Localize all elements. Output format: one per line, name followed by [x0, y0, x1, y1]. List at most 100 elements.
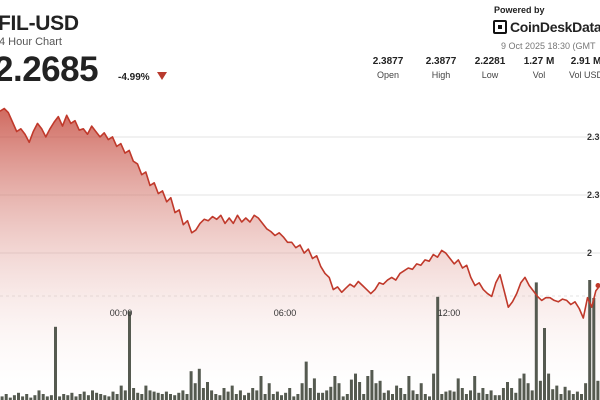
volume-bar: [189, 371, 193, 400]
powered-by-label: Powered by: [494, 5, 545, 15]
volume-bar: [407, 376, 411, 400]
volume-bar: [238, 390, 242, 400]
volume-bar: [423, 394, 427, 400]
stats-row: 2.3877 Open 2.3877 High 2.2281 Low 1.27 …: [0, 56, 600, 86]
volume-bar: [329, 386, 333, 400]
volume-bar: [452, 391, 456, 400]
current-price: 2.2685: [0, 50, 99, 89]
volume-bar: [448, 390, 452, 400]
volume-bar: [378, 380, 382, 400]
volume-bar: [296, 394, 300, 400]
volume-bar: [473, 376, 477, 400]
volume-bar: [395, 385, 399, 400]
volume-bar: [255, 390, 259, 400]
volume-bar: [169, 394, 172, 400]
volume-bar: [21, 396, 25, 400]
volume-bar: [62, 394, 66, 400]
coindesk-logo[interactable]: CoinDeskData: [493, 19, 600, 35]
volume-bar: [226, 391, 230, 400]
volume-bar: [128, 311, 131, 400]
volume-bar: [288, 388, 292, 400]
volume-bar: [358, 382, 362, 400]
volume-bar: [386, 390, 390, 400]
stat-open: 2.3877 Open: [363, 56, 413, 80]
volume-bar: [567, 390, 571, 400]
volume-bar: [263, 394, 267, 400]
volume-bar: [4, 394, 8, 400]
volume-bar: [543, 328, 546, 400]
volume-bar: [362, 394, 366, 400]
stat-high-label: High: [431, 70, 451, 80]
stat-vol-usd-label: Vol USD: [568, 70, 600, 80]
volume-bar: [571, 394, 575, 400]
volume-bar: [86, 395, 90, 400]
volume-bar: [489, 390, 493, 400]
volume-bar: [33, 395, 37, 400]
volume-bar: [148, 390, 152, 400]
stat-high-value: 2.3877: [425, 56, 457, 67]
volume-bar: [321, 392, 325, 400]
x-tick-label: 06:00: [274, 308, 297, 318]
volume-bar: [160, 394, 164, 400]
volume-bar: [74, 396, 78, 400]
volume-bar: [177, 392, 181, 400]
volume-bar: [66, 395, 70, 400]
volume-bar: [41, 394, 45, 400]
volume-bar: [45, 396, 49, 400]
volume-bar: [95, 392, 99, 400]
volume-bar: [123, 390, 127, 400]
volume-bar: [300, 383, 304, 400]
volume-bar: [25, 394, 29, 400]
volume-bar: [349, 379, 353, 400]
volume-bar: [185, 394, 189, 400]
volume-bar: [506, 382, 509, 400]
volume-bar: [201, 388, 205, 400]
volume-bar: [317, 392, 320, 400]
volume-bar: [456, 378, 460, 400]
logo-text: CoinDeskData: [510, 19, 600, 35]
volume-bar: [181, 390, 185, 400]
volume-bar: [345, 394, 349, 400]
volume-bar: [518, 378, 522, 400]
stat-vol: 1.27 M Vol: [514, 56, 564, 80]
price-area: [0, 108, 600, 400]
volume-bar: [481, 388, 485, 400]
volume-bar: [547, 373, 551, 400]
stat-vol-usd: 2.91 M Vol USD: [561, 56, 600, 80]
volume-bar: [49, 395, 53, 400]
volume-bar: [144, 385, 148, 400]
volume-bar: [111, 391, 115, 400]
coindesk-logo-icon: [493, 20, 507, 34]
volume-bar: [460, 388, 464, 400]
volume-bar: [588, 280, 592, 400]
stat-low-label: Low: [481, 70, 499, 80]
volume-bar: [411, 390, 415, 400]
volume-bar: [206, 382, 209, 400]
volume-bar: [559, 394, 563, 400]
volume-bar: [308, 388, 312, 400]
volume-bar: [259, 376, 263, 400]
volume-bar: [156, 392, 160, 400]
volume-bar: [374, 383, 378, 400]
volume-bar: [370, 370, 374, 400]
volume-bar: [164, 391, 168, 400]
volume-bar: [193, 383, 197, 400]
volume-bar: [37, 390, 41, 400]
volume-bar: [534, 282, 538, 400]
volume-bar: [555, 385, 559, 400]
volume-bar: [275, 391, 279, 400]
volume-bar: [485, 394, 489, 400]
volume-bar: [119, 385, 123, 400]
stat-vol-label: Vol: [532, 70, 546, 80]
volume-bar: [444, 391, 448, 400]
volume-bar: [234, 394, 238, 400]
volume-bar: [70, 392, 74, 400]
volume-bar: [82, 391, 86, 400]
volume-bar: [428, 396, 431, 400]
y-tick-label: 2.3: [587, 190, 600, 200]
volume-bar: [132, 388, 136, 400]
volume-bar: [526, 383, 530, 400]
volume-bar: [8, 397, 12, 400]
chart-subtitle: 4 Hour Chart: [0, 36, 62, 48]
volume-bar: [592, 298, 596, 400]
